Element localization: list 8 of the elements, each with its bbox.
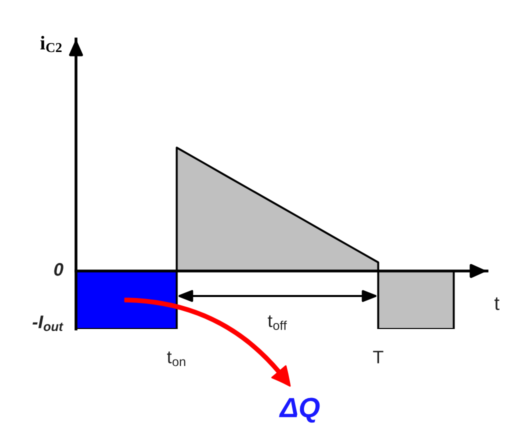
- text: ΔQ: [279, 398, 320, 423]
- annotation: t$_{off}$: [268, 315, 287, 330]
- y-axis-title: i$_{C2}$: [40, 36, 62, 52]
- x-tick-label: T: [373, 350, 384, 364]
- text: -I$_{out}$: [32, 316, 64, 332]
- x-tick-label: t$_{on}$: [167, 352, 186, 366]
- x-axis-title: t: [494, 297, 500, 310]
- text: 0: [54, 263, 64, 276]
